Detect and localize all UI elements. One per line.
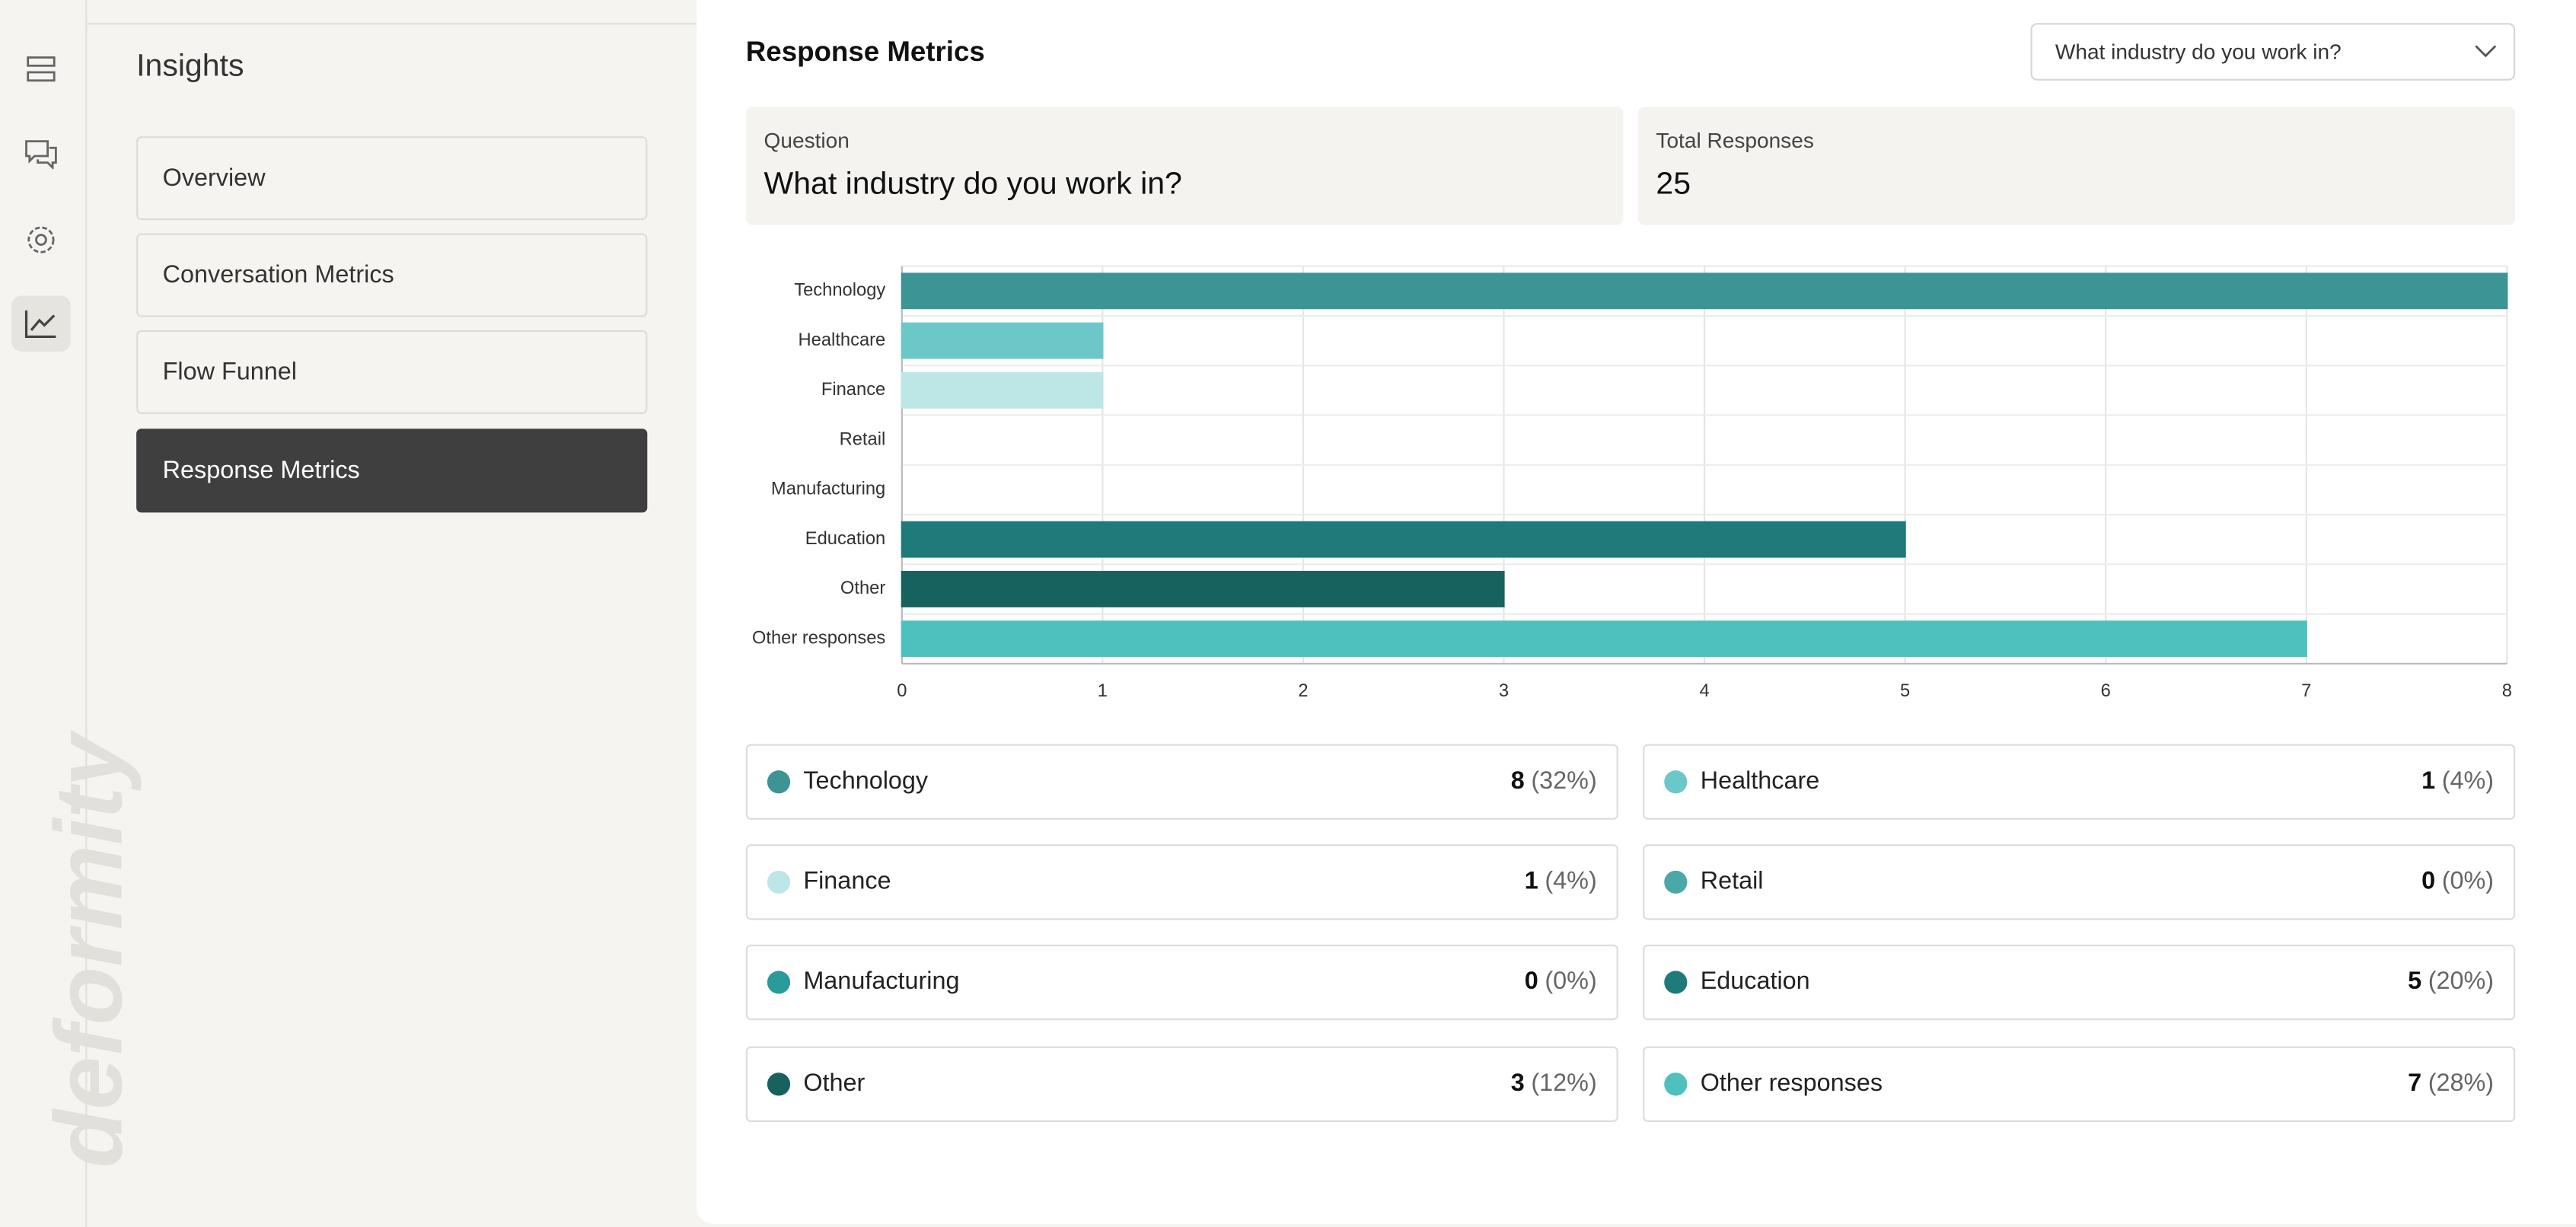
card-value: What industry do you work in? <box>764 167 1182 203</box>
legend-percent: (4%) <box>1545 868 1596 896</box>
legend-swatch <box>1664 1072 1687 1095</box>
icon <box>24 224 57 257</box>
legend-value: 7(28%) <box>2408 1069 2494 1098</box>
bar <box>902 522 1905 557</box>
legend-percent: (4%) <box>2442 767 2494 795</box>
legend-value: 0(0%) <box>2421 868 2494 896</box>
legend-count: 0 <box>2421 868 2435 896</box>
nav-item[interactable]: Flow Funnel <box>136 330 647 414</box>
legend-label: Manufacturing <box>803 967 959 996</box>
legend-count: 1 <box>1525 868 1538 896</box>
divider <box>87 23 697 24</box>
question-card: Question What industry do you work in? <box>746 107 1623 225</box>
legend-item: Retail 0(0%) <box>1643 844 2515 919</box>
legend-label: Other responses <box>1701 1069 1883 1098</box>
legend-percent: (32%) <box>1531 767 1596 795</box>
legend-item: Education 5(20%) <box>1643 945 2515 1020</box>
legend-label: Healthcare <box>1701 767 1820 795</box>
y-tick-label: Other responses <box>752 629 885 649</box>
x-tick-label: 5 <box>1900 681 1910 701</box>
legend-percent: (0%) <box>1545 967 1596 996</box>
legend-value: 1(4%) <box>1525 868 1597 896</box>
legend-swatch <box>1664 871 1687 894</box>
icon <box>24 309 57 339</box>
legend-label: Education <box>1701 967 1810 996</box>
card-label: Question <box>764 128 850 152</box>
total-card: Total Responses 25 <box>1638 107 2515 225</box>
legend-item: Healthcare 1(4%) <box>1643 744 2515 820</box>
y-tick-label: Education <box>805 529 886 549</box>
main-panel: Response Metrics What industry do you wo… <box>697 0 2576 1224</box>
legend-count: 5 <box>2408 967 2421 996</box>
x-tick-label: 6 <box>2101 681 2111 701</box>
legend-value: 8(32%) <box>1511 767 1597 795</box>
legend-percent: (28%) <box>2428 1069 2494 1098</box>
icon <box>24 139 57 169</box>
chevron <box>2474 44 2497 59</box>
legend-item: Other responses 7(28%) <box>1643 1047 2515 1122</box>
select-text: What industry do you work in? <box>2055 40 2342 64</box>
nav-item[interactable]: Conversation Metrics <box>136 233 647 317</box>
legend-swatch <box>1664 970 1687 993</box>
x-tick-label: 8 <box>2502 681 2512 701</box>
x-tick-label: 1 <box>1098 681 1108 701</box>
x-tick-label: 0 <box>897 681 907 701</box>
x-tick-label: 2 <box>1298 681 1308 701</box>
legend-percent: (0%) <box>2442 868 2494 896</box>
nav-item[interactable]: Response Metrics <box>136 429 647 512</box>
sidebar-title: Insights <box>136 49 244 85</box>
legend-count: 0 <box>1525 967 1538 996</box>
x-tick-label: 7 <box>2301 681 2311 701</box>
bar <box>902 273 2507 308</box>
page-title: Response Metrics <box>746 36 985 69</box>
bar <box>902 373 1103 408</box>
legend-label: Finance <box>803 868 891 896</box>
brand: deformity <box>43 734 138 1168</box>
x-tick-label: 3 <box>1499 681 1509 701</box>
legend-item: Manufacturing 0(0%) <box>746 945 1618 1020</box>
legend-label: Retail <box>1701 868 1764 896</box>
legend-value: 5(20%) <box>2408 967 2494 996</box>
question-select[interactable]: What industry do you work in? <box>2030 23 2515 81</box>
y-tick-label: Other <box>840 578 885 598</box>
bar <box>902 323 1103 359</box>
y-tick-label: Manufacturing <box>771 480 885 499</box>
icon-list[interactable] <box>11 41 71 97</box>
legend-item: Other 3(12%) <box>746 1047 1618 1122</box>
card-label: Total Responses <box>1656 128 1813 152</box>
legend-count: 1 <box>2421 767 2435 795</box>
icon <box>27 56 56 82</box>
legend-value: 1(4%) <box>2421 767 2494 795</box>
legend-percent: (20%) <box>2428 967 2494 996</box>
legend-value: 0(0%) <box>1525 967 1597 996</box>
legend-label: Technology <box>803 767 928 795</box>
y-tick-label: Healthcare <box>799 330 886 350</box>
bar <box>902 621 2307 656</box>
legend-swatch <box>767 970 790 993</box>
legend-swatch <box>1664 770 1687 793</box>
y-tick-label: Technology <box>794 281 885 301</box>
legend-count: 8 <box>1511 767 1525 795</box>
legend-item: Finance 1(4%) <box>746 844 1618 919</box>
legend-percent: (12%) <box>1531 1069 1596 1098</box>
card-value: 25 <box>1656 167 1691 203</box>
legend-item: Technology 8(32%) <box>746 744 1618 820</box>
legend-count: 3 <box>1511 1069 1525 1098</box>
icon-insights[interactable] <box>11 295 71 351</box>
legend-swatch <box>767 1072 790 1095</box>
x-tick-label: 4 <box>1699 681 1709 701</box>
icon-chat[interactable] <box>11 126 71 182</box>
chart: 0 1 2 3 4 5 6 7 8 Technology Healthcare Finance Reta… <box>697 247 2576 715</box>
legend-label: Other <box>803 1069 865 1098</box>
nav-item[interactable]: Overview <box>136 136 647 220</box>
y-tick-label: Finance <box>821 380 885 400</box>
bar <box>902 572 1504 607</box>
legend-count: 7 <box>2408 1069 2421 1098</box>
legend-swatch <box>767 770 790 793</box>
legend-swatch <box>767 871 790 894</box>
y-tick-label: Retail <box>840 429 886 449</box>
icon-settings[interactable] <box>11 212 71 267</box>
legend-value: 3(12%) <box>1511 1069 1597 1098</box>
